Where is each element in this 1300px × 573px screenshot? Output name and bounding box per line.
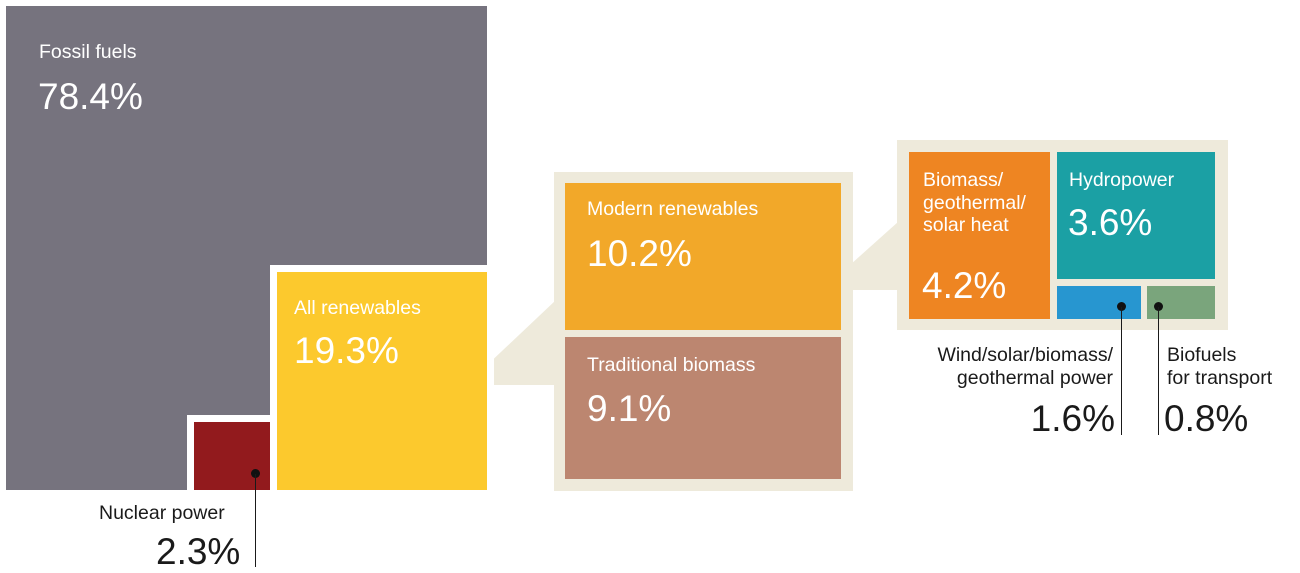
biomass-heat-block xyxy=(909,152,1050,319)
biomass-heat-label-line-3: solar heat xyxy=(923,214,1009,236)
wind-solar-leader-dot xyxy=(1117,302,1126,311)
modern-renewables-label: Modern renewables xyxy=(587,198,759,220)
nuclear-power-value: 2.3% xyxy=(156,531,241,572)
hydropower-label: Hydropower xyxy=(1069,169,1175,191)
modern-renewables-value: 10.2% xyxy=(587,233,692,274)
biofuels-leader-dot xyxy=(1154,302,1163,311)
all-renewables-value: 19.3% xyxy=(294,330,399,371)
all-renewables-block xyxy=(270,265,494,497)
modern-renewables-block xyxy=(565,183,841,330)
fossil-fuels-label: Fossil fuels xyxy=(39,41,137,63)
hydropower-value: 3.6% xyxy=(1068,202,1153,243)
biomass-heat-value: 4.2% xyxy=(922,265,1007,306)
nuclear-power-block xyxy=(187,415,277,497)
all-renewables-label: All renewables xyxy=(294,297,421,319)
fossil-fuels-value: 78.4% xyxy=(38,76,143,117)
biofuels-value: 0.8% xyxy=(1164,398,1249,439)
nuclear-power-label: Nuclear power xyxy=(99,502,225,524)
nuclear-leader-line xyxy=(255,474,257,567)
biomass-heat-label-line-1: Biomass/ xyxy=(923,169,1004,191)
hydropower-block xyxy=(1057,152,1215,279)
traditional-biomass-value: 9.1% xyxy=(587,388,672,429)
wind-solar-power-block xyxy=(1057,286,1141,319)
biofuels-label-line-1: Biofuels xyxy=(1167,344,1237,366)
wind-solar-leader-line xyxy=(1121,307,1123,435)
wind-solar-value: 1.6% xyxy=(1030,398,1115,439)
traditional-biomass-block xyxy=(565,337,841,479)
biofuels-leader-line xyxy=(1158,307,1160,435)
traditional-biomass-label: Traditional biomass xyxy=(587,354,756,376)
biomass-heat-label-line-2: geothermal/ xyxy=(923,192,1026,214)
wind-solar-label-line-2: geothermal power xyxy=(956,367,1113,389)
wind-solar-label-line-1: Wind/solar/biomass/ xyxy=(937,344,1113,366)
biofuels-label-line-2: for transport xyxy=(1167,367,1273,389)
nuclear-leader-dot xyxy=(251,469,260,478)
